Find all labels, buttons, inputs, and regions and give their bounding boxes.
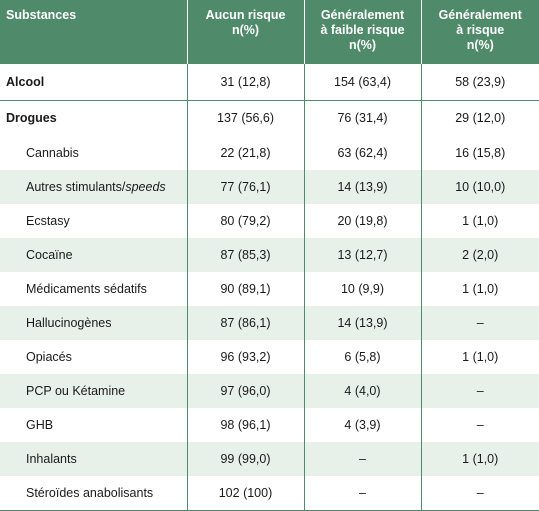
row-label: Cocaïne: [26, 248, 73, 262]
cell-faible-risque: 14 (13,9): [303, 306, 421, 340]
cell-aucun-risque: 97 (96,0): [186, 374, 304, 408]
table-row-drogues: Drogues 137 (56,6) 76 (31,4) 29 (12,0): [0, 99, 539, 136]
header-faible-risque: Généralement à faible risque n(%): [303, 0, 421, 64]
cell-faible-risque: 4 (4,0): [303, 374, 421, 408]
table-row: Autres stimulants/speeds 77 (76,1) 14 (1…: [0, 170, 539, 204]
header-a-risque: Généralement à risque n(%): [420, 0, 539, 64]
row-label: PCP ou Kétamine: [26, 384, 126, 398]
table-row: Cocaïne 87 (85,3) 13 (12,7) 2 (2,0): [0, 238, 539, 272]
table-row: Inhalants 99 (99,0) – 1 (1,0): [0, 442, 539, 476]
cell-a-risque: –: [420, 476, 539, 511]
cell-aucun-risque: 96 (93,2): [186, 340, 304, 374]
cell-aucun-risque: 99 (99,0): [186, 442, 304, 476]
table-row: Hallucinogènes 87 (86,1) 14 (13,9) –: [0, 306, 539, 340]
cell-faible-risque: 154 (63,4): [303, 64, 421, 100]
table-row: Opiacés 96 (93,2) 6 (5,8) 1 (1,0): [0, 340, 539, 374]
cell-a-risque: 1 (1,0): [420, 204, 539, 238]
cell-faible-risque: –: [303, 476, 421, 511]
table-row: GHB 98 (96,1) 4 (3,9) –: [0, 408, 539, 442]
table-row-alcool: Alcool 31 (12,8) 154 (63,4) 58 (23,9): [0, 64, 539, 100]
table-row: Cannabis 22 (21,8) 63 (62,4) 16 (15,8): [0, 136, 539, 170]
cell-faible-risque: –: [303, 442, 421, 476]
header-aucun-risque: Aucun risque n(%): [186, 0, 304, 64]
cell-aucun-risque: 90 (89,1): [186, 272, 304, 306]
header-substances: Substances: [6, 8, 77, 22]
cell-aucun-risque: 87 (85,3): [186, 238, 304, 272]
cell-aucun-risque: 102 (100): [186, 476, 304, 511]
cell-a-risque: 1 (1,0): [420, 442, 539, 476]
row-label-italic: speeds: [125, 180, 166, 194]
cell-a-risque: 16 (15,8): [420, 136, 539, 170]
cell-aucun-risque: 31 (12,8): [186, 64, 304, 100]
row-label: Autres stimulants/speeds: [0, 170, 187, 204]
row-label: Ecstasy: [26, 214, 70, 228]
cell-faible-risque: 20 (19,8): [303, 204, 421, 238]
row-label: Opiacés: [26, 350, 72, 364]
cell-faible-risque: 14 (13,9): [303, 170, 421, 204]
cell-a-risque: –: [420, 306, 539, 340]
row-label: GHB: [26, 418, 54, 432]
table-row: PCP ou Kétamine 97 (96,0) 4 (4,0) –: [0, 374, 539, 408]
cell-a-risque: –: [420, 374, 539, 408]
cell-a-risque: 29 (12,0): [420, 99, 539, 136]
cell-faible-risque: 4 (3,9): [303, 408, 421, 442]
table-row: Stéroïdes anabolisants 102 (100) – –: [0, 476, 539, 511]
cell-aucun-risque: 77 (76,1): [186, 170, 304, 204]
cell-faible-risque: 13 (12,7): [303, 238, 421, 272]
cell-aucun-risque: 137 (56,6): [186, 99, 304, 136]
cell-a-risque: 1 (1,0): [420, 272, 539, 306]
cell-aucun-risque: 98 (96,1): [186, 408, 304, 442]
cell-a-risque: 58 (23,9): [420, 64, 539, 100]
cell-aucun-risque: 87 (86,1): [186, 306, 304, 340]
row-label: Hallucinogènes: [26, 316, 112, 330]
row-label-text: Autres stimulants/: [26, 180, 126, 194]
row-label: Drogues: [0, 99, 187, 136]
table-row: Ecstasy 80 (79,2) 20 (19,8) 1 (1,0): [0, 204, 539, 238]
cell-a-risque: 2 (2,0): [420, 238, 539, 272]
cell-faible-risque: 10 (9,9): [303, 272, 421, 306]
cell-a-risque: –: [420, 408, 539, 442]
cell-faible-risque: 63 (62,4): [303, 136, 421, 170]
cell-a-risque: 1 (1,0): [420, 340, 539, 374]
cell-a-risque: 10 (10,0): [420, 170, 539, 204]
table-header-row: Substances Aucun risque n(%) Généralemen…: [0, 0, 539, 64]
cell-aucun-risque: 22 (21,8): [186, 136, 304, 170]
row-label: Médicaments sédatifs: [26, 282, 147, 296]
cell-faible-risque: 76 (31,4): [303, 99, 421, 136]
row-label: Inhalants: [26, 452, 77, 466]
cell-faible-risque: 6 (5,8): [303, 340, 421, 374]
row-label: Cannabis: [26, 146, 79, 160]
row-label: Alcool: [6, 74, 45, 89]
row-label: Stéroïdes anabolisants: [0, 476, 187, 511]
table-row: Médicaments sédatifs 90 (89,1) 10 (9,9) …: [0, 272, 539, 306]
cell-aucun-risque: 80 (79,2): [186, 204, 304, 238]
